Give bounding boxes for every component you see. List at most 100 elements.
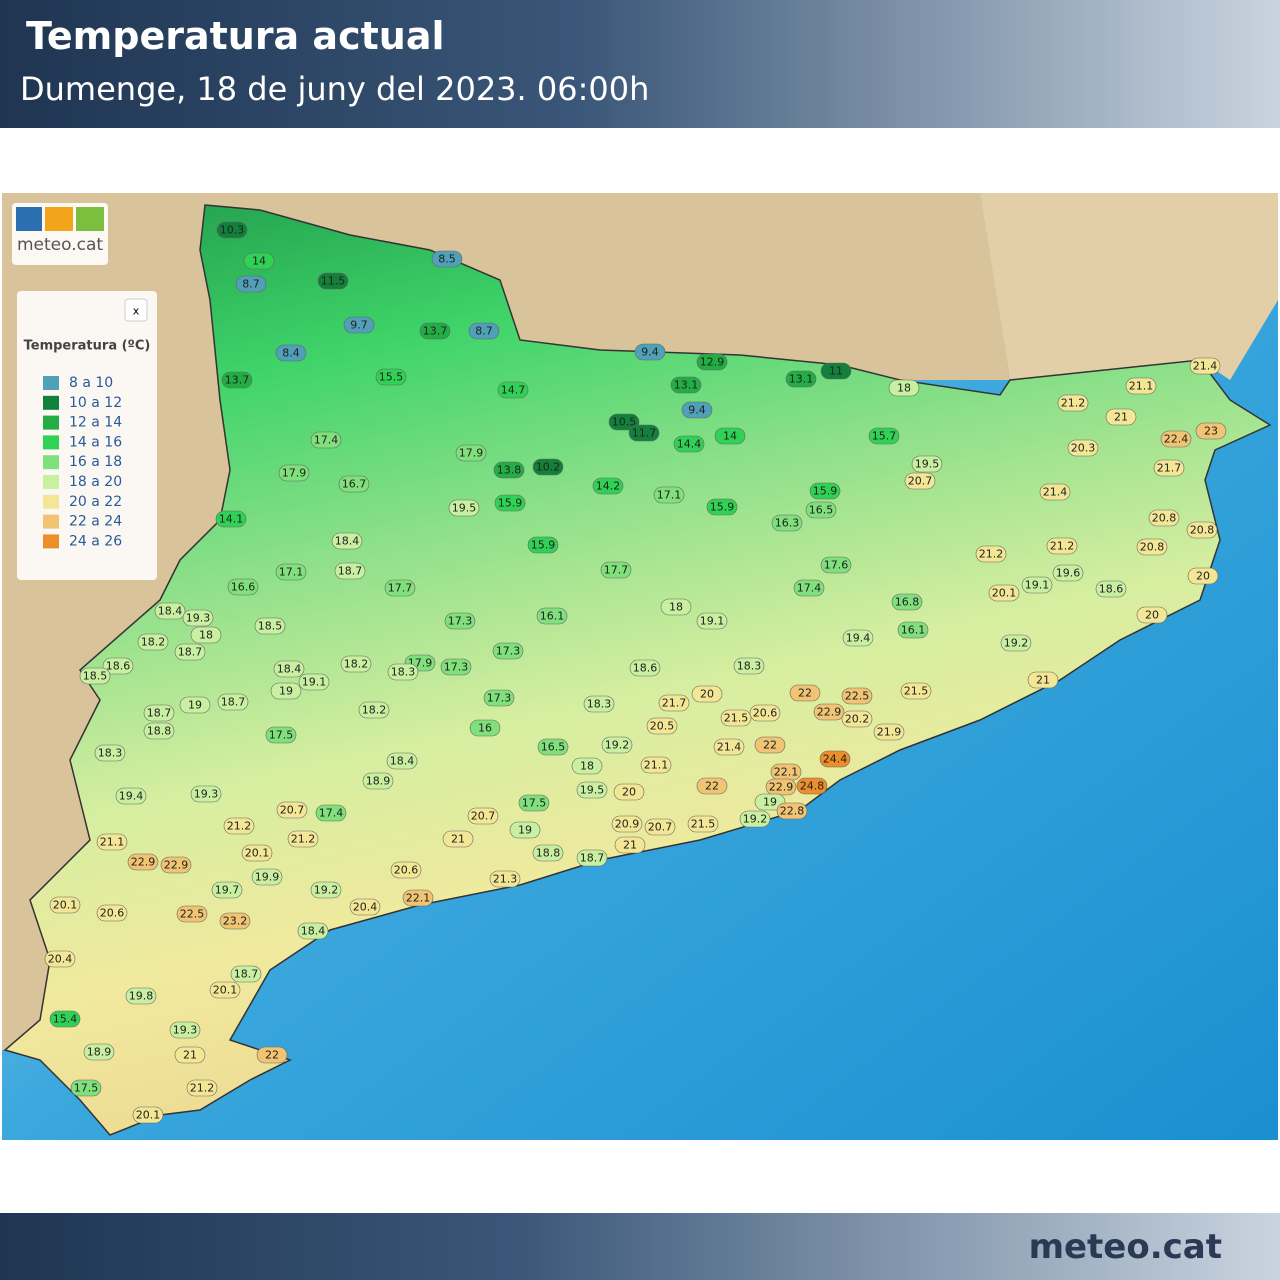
station-label: 22.1 (406, 892, 431, 905)
station-label: 21.2 (291, 833, 316, 846)
station-marker (384, 579, 416, 597)
station-label: 18 (199, 629, 213, 642)
station-label: 18.7 (234, 968, 259, 981)
station-marker (532, 458, 564, 476)
station-marker (310, 431, 342, 449)
station-label: 17.5 (522, 797, 547, 810)
station-marker (532, 844, 564, 862)
station-label: 14.4 (677, 438, 702, 451)
station-marker (227, 578, 259, 596)
station-marker (275, 344, 307, 362)
station-marker (176, 905, 208, 923)
station-marker (216, 221, 248, 239)
station-label: 20.1 (136, 1109, 161, 1122)
station-label: 20.8 (1152, 512, 1177, 525)
close-button[interactable] (124, 298, 148, 322)
station-label: 18.6 (633, 662, 658, 675)
station-marker (634, 343, 666, 361)
legend-label: 14 a 16 (69, 434, 122, 450)
station-label: 10.2 (536, 461, 561, 474)
station-marker (278, 464, 310, 482)
station-marker (455, 444, 487, 462)
station-label: 13.1 (789, 373, 814, 386)
station-label: 23.2 (223, 915, 248, 928)
station-marker (448, 499, 480, 517)
station-label: 19.3 (194, 788, 219, 801)
station-label: 18.3 (98, 747, 123, 760)
station-label: 16.1 (540, 610, 565, 623)
station-marker (805, 501, 837, 519)
station-label: 22 (763, 739, 777, 752)
station-label: 21.4 (717, 741, 742, 754)
station-marker (820, 556, 852, 574)
station-label: 14 (723, 430, 737, 443)
station-label: 18.9 (87, 1046, 112, 1059)
station-marker (681, 401, 713, 419)
legend-swatch (43, 514, 59, 529)
station-label: 18.5 (258, 620, 283, 633)
station-label: 20.2 (845, 713, 870, 726)
station-label: 8.4 (282, 347, 300, 360)
station-label: 16.8 (895, 596, 920, 609)
station-marker (340, 655, 372, 673)
station-marker (873, 723, 905, 741)
station-marker (776, 802, 808, 820)
station-label: 17.1 (279, 566, 304, 579)
legend-label: 20 a 22 (69, 494, 122, 510)
station-label: 19.1 (1025, 579, 1050, 592)
legend-title: Temperatura (ºC) (24, 339, 151, 354)
station-marker (273, 660, 305, 678)
terrain (980, 193, 1278, 380)
station-label: 20.5 (650, 720, 675, 733)
station-label: 18.7 (221, 696, 246, 709)
station-label: 21.5 (691, 818, 716, 831)
station-label: 18.4 (335, 535, 360, 548)
station-marker (673, 435, 705, 453)
close-icon[interactable]: x (133, 305, 140, 318)
station-label: 11.7 (632, 427, 657, 440)
station-label: 19.5 (580, 784, 605, 797)
station-marker (143, 722, 175, 740)
station-label: 18.2 (362, 704, 387, 717)
station-marker (1021, 576, 1053, 594)
station-label: 14.7 (501, 384, 526, 397)
station-marker (275, 563, 307, 581)
legend-swatch (43, 455, 59, 470)
station-marker (265, 726, 297, 744)
station-label: 19.4 (119, 790, 144, 803)
station-marker (387, 663, 419, 681)
station-marker (537, 738, 569, 756)
station-marker (221, 371, 253, 389)
station-label: 17.3 (487, 692, 512, 705)
legend-swatch (43, 494, 59, 509)
station-label: 21 (1114, 411, 1128, 424)
station-marker (571, 757, 603, 775)
station-label: 19.9 (255, 871, 280, 884)
station-label: 14.1 (219, 513, 244, 526)
station-marker (644, 818, 676, 836)
station-label: 22.5 (180, 908, 205, 921)
station-label: 10.3 (220, 224, 245, 237)
station-label: 21.1 (100, 836, 125, 849)
legend-swatch (43, 475, 59, 489)
station-label: 24.8 (800, 780, 825, 793)
station-marker (796, 777, 828, 795)
station-marker (658, 694, 690, 712)
station-label: 20 (700, 688, 714, 701)
station-label: 21.2 (1061, 397, 1086, 410)
station-label: 22.4 (1164, 433, 1189, 446)
station-marker (614, 836, 646, 854)
station-label: 19.3 (186, 612, 211, 625)
station-label: 18.4 (277, 663, 302, 676)
station-label: 21 (1036, 674, 1050, 687)
station-marker (419, 322, 451, 340)
station-label: 19 (763, 796, 777, 809)
station-label: 21 (183, 1049, 197, 1062)
station-label: 15.4 (53, 1013, 78, 1026)
station-label: 17.3 (496, 645, 521, 658)
station-marker (1160, 430, 1192, 448)
station-marker (362, 772, 394, 790)
station-marker (334, 562, 366, 580)
station-marker (235, 275, 267, 293)
station-marker (820, 362, 852, 380)
